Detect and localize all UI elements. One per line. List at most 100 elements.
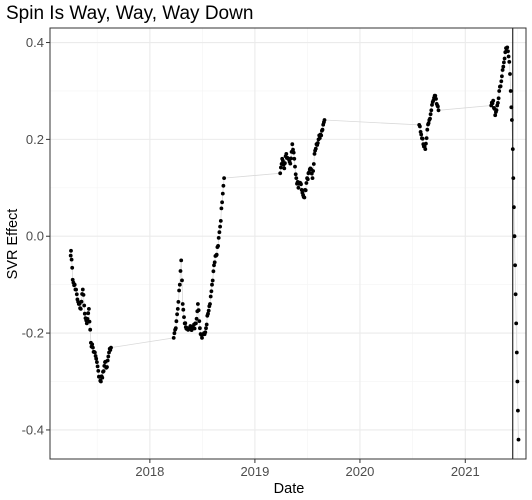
data-point <box>82 303 87 308</box>
data-point <box>510 118 514 122</box>
data-point <box>299 182 303 187</box>
series-connector-line <box>70 47 519 440</box>
data-point <box>510 147 515 152</box>
data-point <box>498 84 503 89</box>
data-point <box>74 292 79 297</box>
data-point <box>179 258 184 263</box>
data-point <box>436 104 440 109</box>
data-point <box>173 326 178 331</box>
data-point <box>210 278 215 283</box>
data-point <box>491 98 496 103</box>
data-point <box>497 89 502 93</box>
data-point <box>511 176 516 181</box>
data-point <box>212 260 217 265</box>
data-point <box>419 132 424 137</box>
data-point <box>420 136 425 141</box>
y-tick-label: 0.0 <box>26 229 44 244</box>
data-point <box>429 108 434 113</box>
data-point <box>176 300 181 304</box>
y-tick-label: 0.2 <box>26 132 44 147</box>
data-point <box>220 191 225 196</box>
data-point <box>106 354 111 359</box>
data-point <box>514 350 519 355</box>
data-point <box>425 127 430 132</box>
data-point <box>216 236 221 240</box>
data-point <box>178 269 183 273</box>
data-point <box>312 152 317 156</box>
data-point <box>211 269 216 274</box>
data-point <box>289 156 293 161</box>
data-point <box>499 79 504 84</box>
data-point <box>217 230 222 235</box>
data-point <box>180 302 185 306</box>
data-point <box>214 252 219 257</box>
data-point <box>99 379 103 384</box>
x-tick-label: 2018 <box>135 464 164 479</box>
data-point <box>512 205 516 210</box>
data-point <box>192 326 197 331</box>
data-point <box>196 308 201 313</box>
data-point <box>183 321 188 326</box>
data-point <box>87 319 92 324</box>
data-point <box>502 56 507 61</box>
data-point <box>218 224 223 229</box>
data-point <box>181 307 186 312</box>
data-point <box>322 118 327 122</box>
data-point <box>496 96 501 101</box>
data-point <box>302 195 307 200</box>
data-point <box>212 263 216 268</box>
data-point <box>208 302 212 306</box>
data-point <box>512 234 517 239</box>
data-point <box>508 72 512 76</box>
data-point <box>514 321 519 326</box>
data-point <box>500 74 504 79</box>
data-point <box>86 311 91 316</box>
data-point <box>507 60 512 64</box>
data-point <box>493 113 498 118</box>
data-point <box>204 322 209 327</box>
data-point <box>513 292 518 297</box>
y-tick-label: 0.4 <box>26 35 44 50</box>
data-point <box>288 161 293 166</box>
data-point <box>501 64 506 69</box>
data-point <box>105 365 109 369</box>
data-point <box>436 108 441 113</box>
data-point <box>496 101 500 105</box>
data-point <box>206 308 211 313</box>
data-point <box>502 60 506 65</box>
data-point <box>84 321 89 326</box>
data-point <box>175 307 180 311</box>
data-point <box>95 364 100 369</box>
data-point <box>74 287 78 292</box>
data-point <box>283 161 287 166</box>
data-point <box>204 326 208 331</box>
data-point <box>91 345 95 350</box>
data-point <box>72 282 77 287</box>
data-point <box>210 282 214 287</box>
data-point <box>219 206 224 211</box>
data-point <box>203 330 208 335</box>
data-point <box>69 257 74 262</box>
data-point <box>311 169 315 173</box>
data-point <box>216 244 221 248</box>
data-point <box>303 188 308 193</box>
data-point <box>290 142 295 147</box>
data-point <box>88 327 93 332</box>
data-point <box>319 133 324 138</box>
data-point <box>508 89 513 93</box>
data-point <box>69 248 73 253</box>
data-point <box>105 358 110 363</box>
data-point <box>278 171 283 176</box>
data-point <box>206 311 210 316</box>
data-point <box>100 375 105 380</box>
data-point <box>315 141 320 145</box>
data-point <box>196 302 200 306</box>
data-point <box>96 369 101 373</box>
data-point <box>513 263 517 268</box>
data-point <box>68 253 73 258</box>
data-point <box>93 350 97 355</box>
data-point <box>208 294 213 299</box>
data-point <box>434 97 438 101</box>
data-point <box>90 342 95 347</box>
